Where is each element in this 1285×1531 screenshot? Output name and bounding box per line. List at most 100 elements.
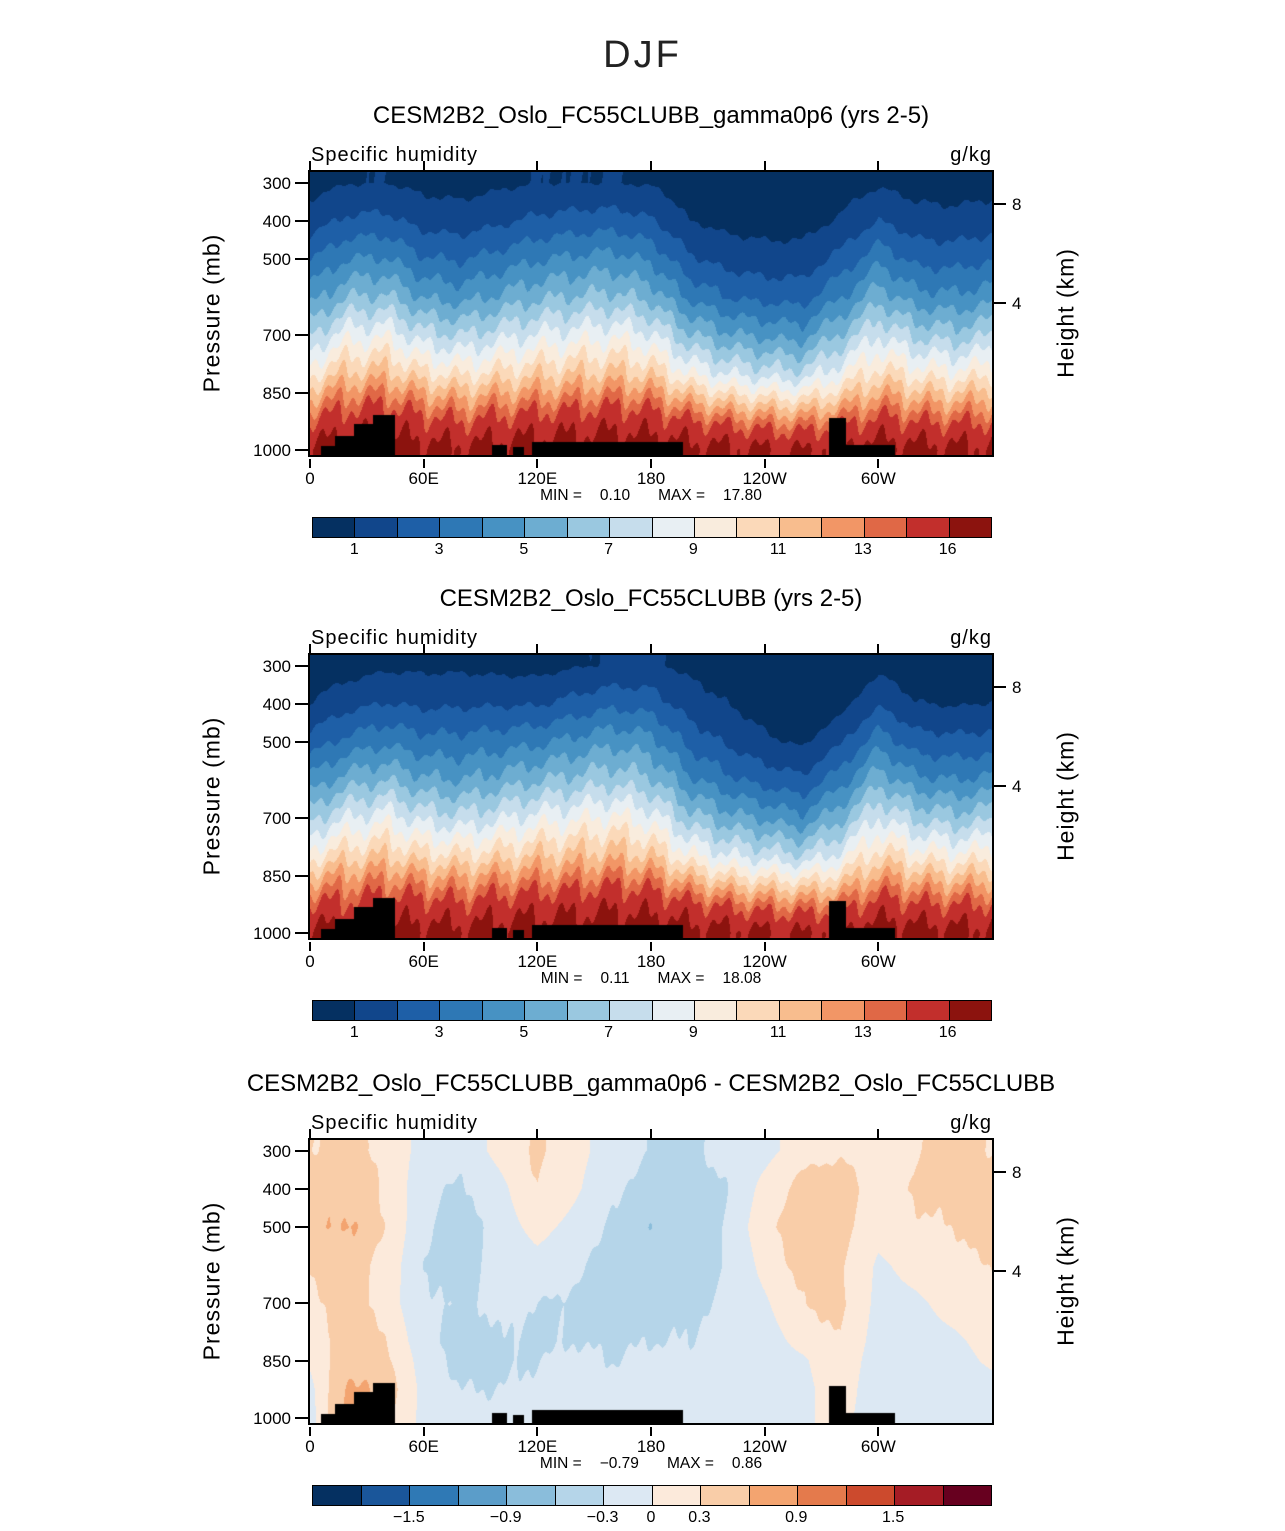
colorbar-tick-label: 0.3 <box>688 1509 711 1526</box>
colorbar <box>312 1485 992 1506</box>
colorbar-box <box>313 1001 355 1020</box>
pressure-axis-label: Pressure (mb) <box>198 233 225 393</box>
colorbar-box <box>313 1486 361 1505</box>
colorbar-box <box>651 518 694 537</box>
colorbar-box <box>439 1001 482 1020</box>
x-tick-label: 60E <box>408 952 439 971</box>
panel-gamma0p6: CESM2B2_Oslo_FC55CLUBB_gamma0p6 (yrs 2-5… <box>0 0 1285 563</box>
colorbar-box <box>609 518 652 537</box>
colorbar-box <box>821 518 864 537</box>
x-tick-label: 120W <box>742 952 787 971</box>
x-tick <box>536 942 539 951</box>
height-tick-label: 4 <box>1012 294 1022 314</box>
height-tick <box>994 1270 1006 1273</box>
x-tick-top <box>877 161 880 170</box>
x-tick <box>422 1427 425 1436</box>
max-label: MAX = <box>657 970 705 987</box>
contour-canvas <box>310 655 992 938</box>
x-tick-top <box>650 644 652 653</box>
height-tick <box>994 1171 1006 1174</box>
colorbar-box <box>651 1486 700 1505</box>
colorbar-tick-label: 3 <box>434 541 444 558</box>
height-tick <box>994 302 1006 305</box>
max-label: MAX = <box>666 1455 714 1472</box>
colorbar-box <box>748 1486 797 1505</box>
x-tick-top <box>536 1129 539 1138</box>
x-tick-top <box>536 644 539 653</box>
colorbar-box <box>821 1001 864 1020</box>
pressure-tick-label: 850 <box>262 1351 291 1371</box>
colorbar-box <box>693 518 737 537</box>
pressure-tick <box>295 664 308 667</box>
colorbar-box <box>948 518 991 537</box>
pressure-tick <box>295 741 308 744</box>
height-tick-label: 8 <box>1012 678 1022 698</box>
height-tick-label: 8 <box>1012 1163 1022 1183</box>
colorbar-box <box>736 1001 779 1020</box>
x-tick-label: 60W <box>860 1437 896 1456</box>
pressure-tick <box>295 702 308 705</box>
pressure-tick-label: 850 <box>262 383 291 403</box>
pressure-tick-label: 400 <box>262 211 291 231</box>
colorbar-box <box>566 518 610 537</box>
pressure-tick-label: 400 <box>262 694 291 714</box>
colorbar-box <box>481 518 525 537</box>
x-tick <box>763 942 766 951</box>
x-tick-top <box>536 161 539 170</box>
x-tick-label: 0 <box>305 1437 315 1456</box>
x-tick <box>650 459 652 468</box>
min-value: 0.11 <box>600 970 630 987</box>
colorbar-box <box>845 1486 894 1505</box>
x-tick <box>422 459 425 468</box>
pressure-tick-label: 1000 <box>253 441 291 461</box>
pressure-tick-label: 400 <box>262 1179 291 1199</box>
x-tick-label: 60E <box>408 469 439 488</box>
colorbar-tick-label: −0.3 <box>586 1509 619 1526</box>
minmax-readout: MIN = 0.11 MAX = 18.08 <box>310 970 992 988</box>
x-tick-top <box>650 161 652 170</box>
x-tick-label: 120E <box>517 469 558 488</box>
page-title: DJF <box>603 34 682 76</box>
pressure-tick <box>295 449 308 452</box>
x-tick-top <box>309 161 311 170</box>
colorbar-tick-label: 16 <box>938 541 957 558</box>
pressure-tick <box>295 1226 308 1229</box>
colorbar-box <box>700 1486 749 1505</box>
pressure-tick <box>295 817 308 820</box>
x-tick <box>309 1427 311 1436</box>
x-tick-label: 120E <box>517 952 558 971</box>
height-axis-label: Height (km) <box>1052 731 1079 861</box>
colorbar-box <box>906 518 949 537</box>
pressure-tick-label: 700 <box>262 809 291 829</box>
x-tick-top <box>422 644 425 653</box>
x-tick <box>763 459 766 468</box>
x-tick <box>309 942 311 951</box>
pressure-tick-label: 1000 <box>253 1409 291 1429</box>
pressure-tick-label: 300 <box>262 173 291 193</box>
pressure-tick-label: 700 <box>262 1294 291 1314</box>
min-label: MIN = <box>540 487 582 504</box>
min-label: MIN = <box>539 1455 582 1472</box>
x-tick-label: 180 <box>636 952 666 971</box>
x-tick-label: 60W <box>860 952 896 971</box>
pressure-tick <box>295 258 308 261</box>
colorbar-box <box>693 1001 737 1020</box>
x-tick-label: 120W <box>742 469 787 488</box>
height-axis-label: Height (km) <box>1052 1216 1079 1346</box>
colorbar-box <box>354 518 397 537</box>
x-tick <box>309 459 311 468</box>
colorbar-box <box>457 1486 506 1505</box>
x-tick-top <box>650 1129 652 1138</box>
pressure-tick <box>295 181 308 184</box>
pressure-tick-label: 300 <box>262 1141 291 1161</box>
pressure-axis-label: Pressure (mb) <box>198 716 225 876</box>
minmax-readout: MIN = 0.10 MAX = 17.80 <box>310 487 992 505</box>
colorbar-box <box>409 1486 458 1505</box>
colorbar-tick-label: 5 <box>519 1024 529 1041</box>
colorbar-box <box>439 518 482 537</box>
colorbar-box <box>524 1001 567 1020</box>
panel-difference: CESM2B2_Oslo_FC55CLUBB_gamma0p6 - CESM2B… <box>0 968 1285 1531</box>
colorbar-box <box>506 1486 555 1505</box>
colorbar-tick-label: 13 <box>853 1024 872 1041</box>
height-tick-label: 4 <box>1012 1262 1022 1282</box>
